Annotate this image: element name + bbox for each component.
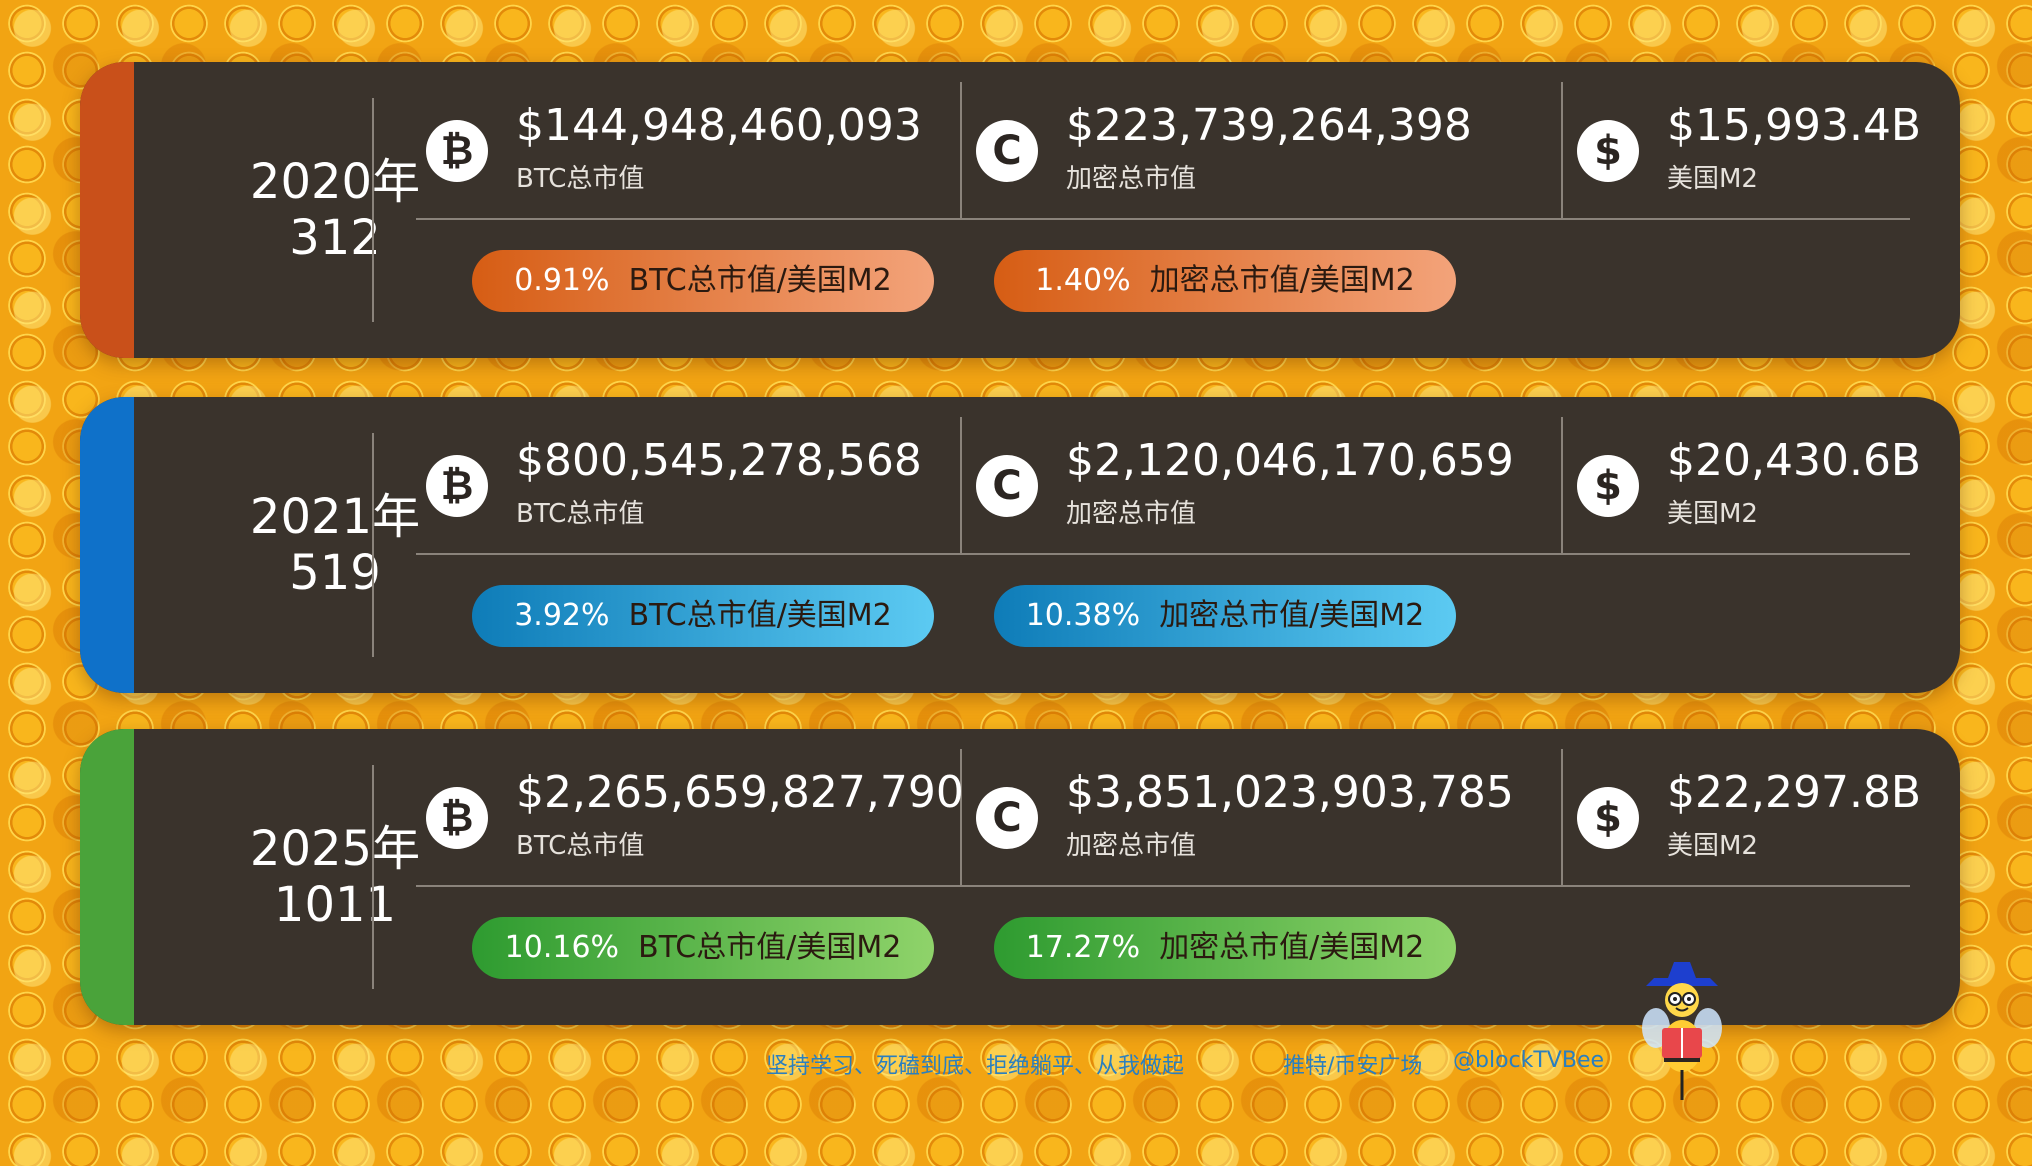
btc-m2-ratio-pill: 10.16% BTC总市值/美国M2 <box>472 917 934 979</box>
ratio-label: BTC总市值/美国M2 <box>638 930 902 965</box>
crypto-label: 加密总市值 <box>1066 164 1197 194</box>
year-text: 2021年 <box>249 489 421 545</box>
crypto-m2-ratio-pill: 1.40% 加密总市值/美国M2 <box>994 250 1456 312</box>
ratio-percent: 17.27% <box>1025 930 1141 965</box>
ratio-label: 加密总市值/美国M2 <box>1159 930 1425 965</box>
bitcoin-icon: ₿ <box>426 120 488 182</box>
ratio-percent: 10.16% <box>504 930 620 965</box>
column-divider <box>1561 749 1563 887</box>
panel-2020: 2020年 312 ₿ $144,948,460,093 BTC总市值 C $2… <box>80 62 1960 358</box>
column-divider <box>960 749 962 887</box>
m2-value: $20,430.6B <box>1667 435 1922 486</box>
ratio-percent: 10.38% <box>1025 598 1141 633</box>
ratio-label: BTC总市值/美国M2 <box>628 263 892 298</box>
panel-accent-bar <box>80 62 134 358</box>
horizontal-divider <box>416 885 1910 887</box>
bee-mascot-icon <box>1642 962 1722 1100</box>
horizontal-divider <box>416 553 1910 555</box>
crypto-c-icon: C <box>976 120 1038 182</box>
m2-value: $15,993.4B <box>1667 100 1922 151</box>
crypto-value: $223,739,264,398 <box>1066 100 1472 151</box>
ratio-percent: 1.40% <box>1035 263 1131 298</box>
crypto-label: 加密总市值 <box>1066 499 1197 529</box>
panel-accent-bar <box>80 729 134 1025</box>
footer-slogan: 坚持学习、死磕到底、拒绝躺平、从我做起 <box>766 1054 1185 1079</box>
panel-2021: 2021年 519 ₿ $800,545,278,568 BTC总市值 C $2… <box>80 397 1960 693</box>
crypto-m2-ratio-pill: 17.27% 加密总市值/美国M2 <box>994 917 1456 979</box>
vertical-divider <box>372 98 374 322</box>
crypto-value: $2,120,046,170,659 <box>1066 435 1514 486</box>
btc-m2-ratio-pill: 3.92% BTC总市值/美国M2 <box>472 585 934 647</box>
dollar-icon: $ <box>1577 455 1639 517</box>
crypto-label: 加密总市值 <box>1066 831 1197 861</box>
footer-handle: @blockTVBee <box>1453 1048 1605 1073</box>
column-divider <box>960 417 962 555</box>
ratio-percent: 0.91% <box>514 263 610 298</box>
btc-label: BTC总市值 <box>516 499 645 529</box>
bitcoin-icon: ₿ <box>426 455 488 517</box>
footer-promo: 推特/币安广场 <box>1283 1054 1423 1079</box>
vertical-divider <box>372 765 374 989</box>
btc-value: $144,948,460,093 <box>516 100 922 151</box>
btc-m2-ratio-pill: 0.91% BTC总市值/美国M2 <box>472 250 934 312</box>
m2-label: 美国M2 <box>1667 164 1758 194</box>
crypto-m2-ratio-pill: 10.38% 加密总市值/美国M2 <box>994 585 1456 647</box>
column-divider <box>1561 82 1563 220</box>
dollar-icon: $ <box>1577 787 1639 849</box>
crypto-c-icon: C <box>976 787 1038 849</box>
btc-value: $800,545,278,568 <box>516 435 922 486</box>
date-text: 312 <box>289 210 381 266</box>
date-text: 1011 <box>273 877 397 933</box>
btc-value: $2,265,659,827,790 <box>516 767 964 818</box>
m2-label: 美国M2 <box>1667 499 1758 529</box>
date-text: 519 <box>289 545 381 601</box>
year-text: 2020年 <box>249 154 421 210</box>
btc-label: BTC总市值 <box>516 164 645 194</box>
ratio-percent: 3.92% <box>514 598 610 633</box>
panel-accent-bar <box>80 397 134 693</box>
year-label: 2025年 1011 <box>170 821 500 933</box>
year-label: 2020年 312 <box>170 154 500 266</box>
crypto-c-icon: C <box>976 455 1038 517</box>
horizontal-divider <box>416 218 1910 220</box>
panel-2025: 2025年 1011 ₿ $2,265,659,827,790 BTC总市值 C… <box>80 729 1960 1025</box>
ratio-label: 加密总市值/美国M2 <box>1159 598 1425 633</box>
vertical-divider <box>372 433 374 657</box>
ratio-label: 加密总市值/美国M2 <box>1149 263 1415 298</box>
column-divider <box>1561 417 1563 555</box>
m2-value: $22,297.8B <box>1667 767 1922 818</box>
year-text: 2025年 <box>249 821 421 877</box>
btc-label: BTC总市值 <box>516 831 645 861</box>
crypto-value: $3,851,023,903,785 <box>1066 767 1514 818</box>
column-divider <box>960 82 962 220</box>
bitcoin-icon: ₿ <box>426 787 488 849</box>
ratio-label: BTC总市值/美国M2 <box>628 598 892 633</box>
m2-label: 美国M2 <box>1667 831 1758 861</box>
year-label: 2021年 519 <box>170 489 500 601</box>
dollar-icon: $ <box>1577 120 1639 182</box>
